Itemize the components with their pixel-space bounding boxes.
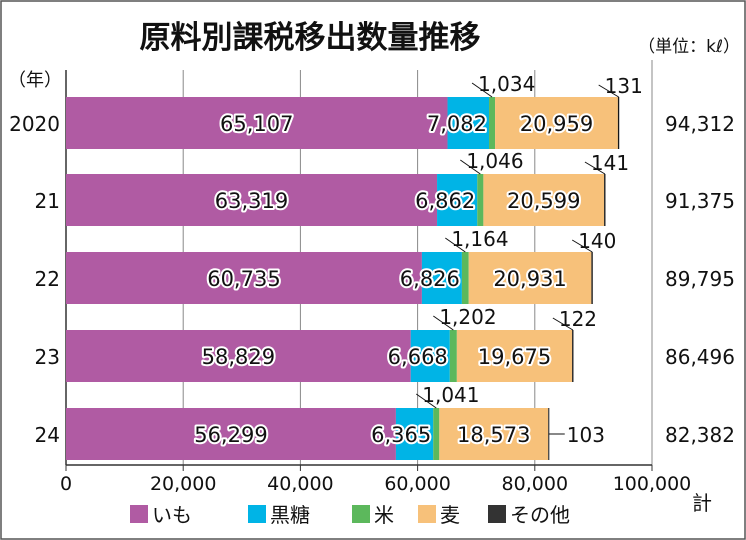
total-label: 82,382 <box>665 423 735 447</box>
x-tick-label: 100,000 <box>613 473 692 495</box>
leader-line <box>445 237 466 253</box>
bar-segment-3 <box>433 408 440 460</box>
bar-segment-2 <box>395 408 434 460</box>
bar-segment-4 <box>468 252 592 304</box>
data-label: 7,082 <box>427 112 487 136</box>
legend-swatch-1 <box>130 505 148 523</box>
leader-line <box>433 315 454 331</box>
data-label: 6,862 <box>415 189 475 213</box>
bar-segment-1 <box>66 330 411 382</box>
bar-segment-1 <box>66 174 438 226</box>
legend-label: 黒糖 <box>270 503 310 527</box>
year-label: 2020 <box>9 112 60 136</box>
legend-label: 麦 <box>440 503 460 527</box>
data-label: 1,046 <box>466 149 523 173</box>
data-label: 1,034 <box>478 72 535 96</box>
data-label: 1,041 <box>422 383 479 407</box>
bar-segment-4 <box>456 330 573 382</box>
data-label: 103 <box>567 423 605 447</box>
year-label: 23 <box>35 345 60 369</box>
data-label: 20,599 <box>507 189 580 213</box>
data-label: 122 <box>559 307 597 331</box>
data-label: 6,826 <box>400 267 460 291</box>
bar-segment-1 <box>66 252 422 304</box>
bar-segment-2 <box>437 174 478 226</box>
data-label: 58,829 <box>202 345 275 369</box>
bar-segment-4 <box>483 174 605 226</box>
bar-segment-4 <box>495 97 618 149</box>
bar-segment-2 <box>421 252 462 304</box>
unit-label: （単位：kℓ） <box>638 37 740 57</box>
legend-label: いも <box>152 503 192 527</box>
legend-swatch-5 <box>488 505 506 523</box>
legend-swatch-3 <box>352 505 370 523</box>
bar-segment-2 <box>447 97 490 149</box>
x-tick-label: 20,000 <box>150 473 216 495</box>
data-label: 63,319 <box>215 189 288 213</box>
chart-title: 原料別課税移出数量推移 <box>140 20 481 56</box>
leader-line <box>571 239 593 253</box>
data-label: 131 <box>605 74 643 98</box>
bar-segment-5 <box>548 408 550 460</box>
data-label: 6,365 <box>371 423 431 447</box>
total-header: 計 <box>692 491 712 515</box>
leader-line <box>552 317 574 331</box>
bar-segment-4 <box>439 408 549 460</box>
data-label: 140 <box>578 229 616 253</box>
legend-label: 米 <box>374 503 394 527</box>
bar-segment-3 <box>461 252 469 304</box>
legend-swatch-4 <box>418 505 436 523</box>
total-label: 94,312 <box>665 112 735 136</box>
bar-segment-2 <box>410 330 450 382</box>
data-label: 20,959 <box>520 112 593 136</box>
x-tick-label: 0 <box>60 473 72 495</box>
data-label: 56,299 <box>194 423 267 447</box>
data-label: 18,573 <box>457 423 530 447</box>
year-label: 21 <box>35 189 60 213</box>
data-label: 6,668 <box>388 345 448 369</box>
legend-swatch-2 <box>248 505 266 523</box>
leader-line <box>460 159 481 175</box>
data-label: 65,107 <box>220 112 293 136</box>
x-tick-label: 40,000 <box>267 473 333 495</box>
year-label: 24 <box>35 423 60 447</box>
data-label: 60,735 <box>207 267 280 291</box>
x-tick-label: 60,000 <box>384 473 450 495</box>
year-axis-label: （年） <box>8 70 62 91</box>
bar-segment-3 <box>449 330 457 382</box>
data-label: 1,164 <box>451 227 508 251</box>
total-label: 89,795 <box>665 267 735 291</box>
total-label: 91,375 <box>665 189 735 213</box>
bar-segment-3 <box>477 174 484 226</box>
bar-segment-3 <box>489 97 496 149</box>
data-label: 141 <box>591 151 629 175</box>
legend-label: その他 <box>510 503 570 527</box>
leader-line <box>598 84 619 98</box>
data-label: 19,675 <box>478 345 551 369</box>
x-tick-label: 80,000 <box>502 473 568 495</box>
leader-line <box>584 161 606 175</box>
leader-line <box>415 393 437 409</box>
bar-segment-1 <box>66 97 448 149</box>
data-label: 20,931 <box>493 267 566 291</box>
leader-line <box>471 82 493 98</box>
total-label: 86,496 <box>665 345 735 369</box>
year-label: 22 <box>35 267 60 291</box>
data-label: 1,202 <box>439 305 496 329</box>
bar-segment-1 <box>66 408 396 460</box>
